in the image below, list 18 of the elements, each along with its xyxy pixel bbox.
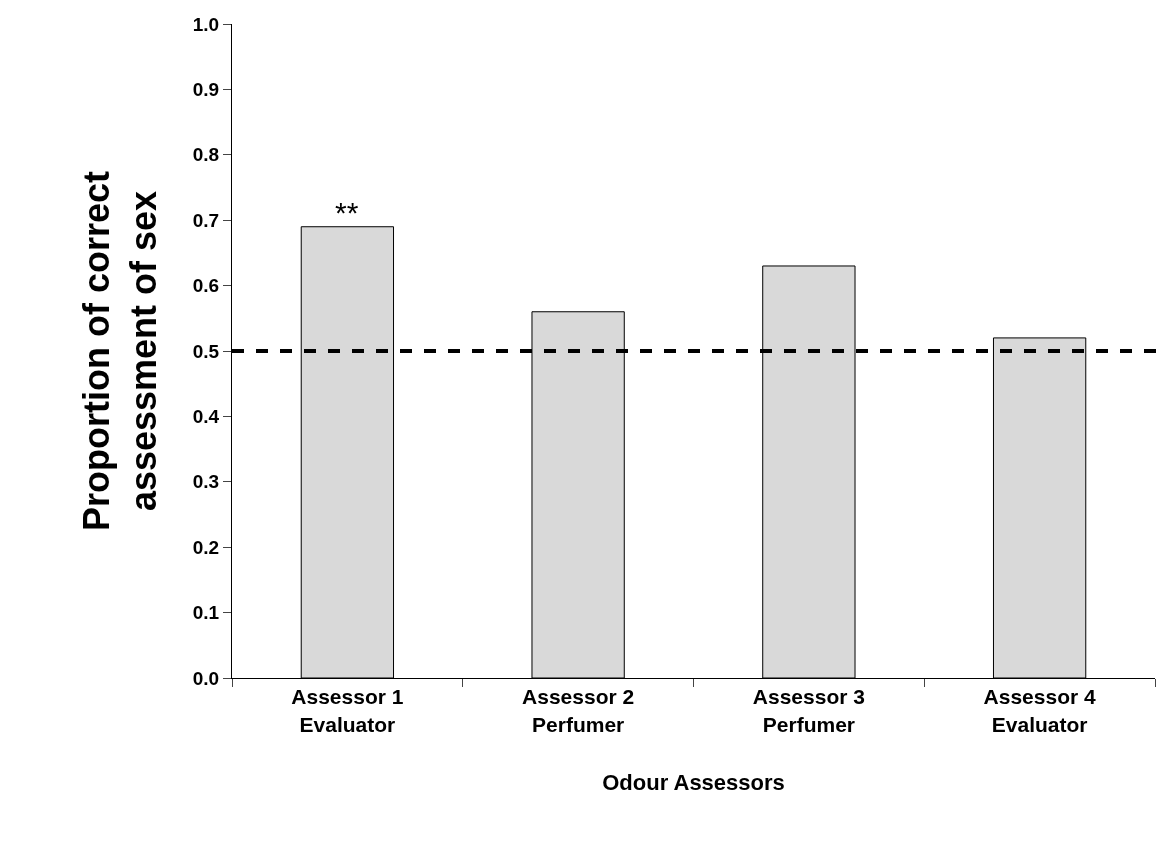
y-axis-title: Proportion of correct assessment of sex bbox=[75, 170, 164, 532]
y-tick-label: 0.7 bbox=[192, 209, 220, 231]
x-tick-label: Assessor 4 Evaluator bbox=[983, 685, 1096, 736]
y-tick-label: 0.3 bbox=[192, 471, 220, 493]
y-tick-label: 0.6 bbox=[192, 275, 220, 297]
x-tick-label: Assessor 1 Evaluator bbox=[291, 685, 404, 736]
y-tick-label: 0.5 bbox=[192, 340, 220, 362]
y-tick-label: 0.8 bbox=[192, 144, 220, 166]
y-tick-label: 0.9 bbox=[192, 79, 220, 101]
x-tick-label: Assessor 2 Perfumer bbox=[522, 685, 635, 736]
y-tick-label: 0.2 bbox=[192, 536, 220, 558]
y-tick-label: 0.0 bbox=[192, 667, 220, 689]
y-tick-label: 1.0 bbox=[192, 13, 220, 35]
y-tick-label: 0.4 bbox=[192, 406, 220, 428]
y-tick-label: 0.1 bbox=[192, 602, 220, 624]
annotation: ** bbox=[335, 196, 359, 229]
x-axis-title: Odour Assessors bbox=[602, 770, 785, 796]
x-tick-label: Assessor 3 Perfumer bbox=[752, 685, 865, 736]
